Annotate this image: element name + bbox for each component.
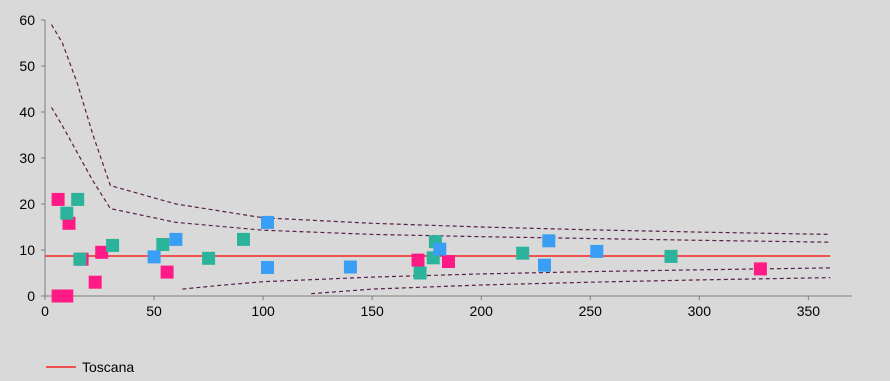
y-tick-label: 50: [19, 58, 35, 74]
data-point: [88, 275, 102, 289]
x-tick-label: 0: [41, 303, 49, 319]
data-point: [413, 266, 427, 280]
y-tick-label: 30: [19, 150, 35, 166]
funnel-limit-curve: [182, 267, 831, 290]
data-point: [160, 265, 174, 279]
x-tick-label: 300: [688, 303, 712, 319]
data-point: [147, 250, 161, 264]
y-tick-label: 20: [19, 196, 35, 212]
data-point: [433, 242, 447, 256]
legend-label-toscana: Toscana: [82, 359, 134, 375]
data-point: [95, 245, 109, 259]
data-point: [51, 192, 65, 206]
data-point: [106, 238, 120, 252]
data-point: [538, 258, 551, 272]
data-points: [51, 192, 767, 303]
x-tick-label: 250: [579, 303, 603, 319]
data-point: [60, 289, 74, 303]
funnel-limit-curve: [311, 277, 831, 295]
legend: Toscana: [46, 359, 134, 375]
data-point: [62, 216, 76, 230]
data-point: [71, 192, 85, 206]
data-point: [60, 206, 74, 220]
data-point: [343, 260, 357, 274]
data-point: [73, 252, 87, 266]
x-tick-label: 200: [470, 303, 494, 319]
funnel-limits: [50, 24, 831, 295]
x-tick-label: 350: [797, 303, 821, 319]
data-point: [237, 232, 250, 246]
data-point: [516, 246, 530, 260]
y-tick-label: 10: [19, 242, 35, 258]
data-point: [169, 232, 183, 246]
data-point: [753, 262, 767, 276]
data-point: [261, 215, 274, 229]
funnel-limit-curve: [50, 107, 831, 243]
x-tick-label: 100: [251, 303, 275, 319]
axes: 0 10 20 30 40 50 60 0 50 100 150 200 250 300 350: [19, 12, 852, 319]
data-point: [542, 234, 556, 248]
x-tick-label: 150: [360, 303, 384, 319]
data-point: [664, 249, 678, 263]
data-point: [590, 244, 604, 258]
x-tick-label: 50: [146, 303, 162, 319]
data-point: [261, 261, 274, 274]
funnel-limit-curve: [50, 24, 831, 235]
y-tick-label: 0: [27, 288, 35, 304]
y-tick-label: 60: [19, 12, 35, 28]
data-point: [202, 251, 216, 265]
data-point: [442, 255, 455, 268]
data-point: [156, 238, 170, 251]
y-tick-label: 40: [19, 104, 35, 120]
data-point: [411, 253, 425, 267]
